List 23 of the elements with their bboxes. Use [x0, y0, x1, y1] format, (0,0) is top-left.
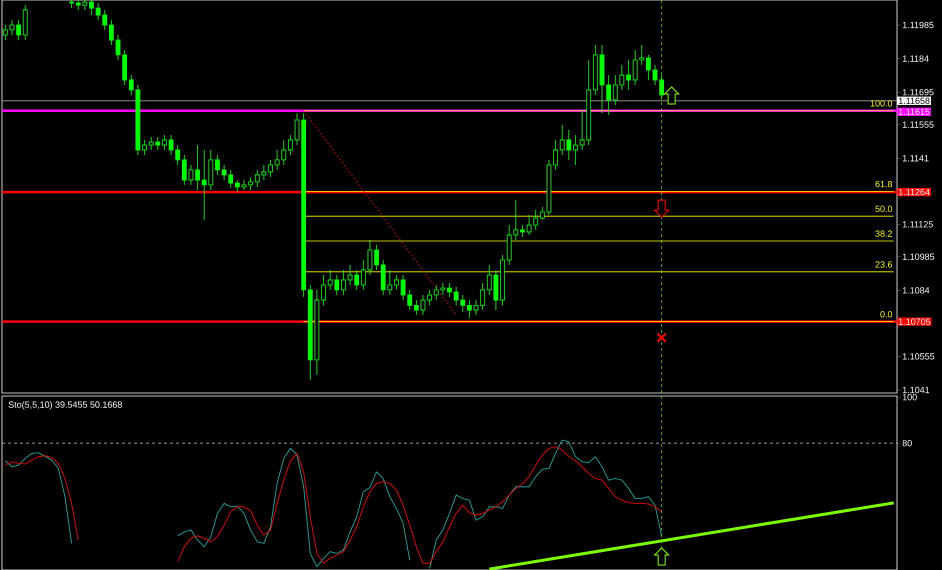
y-tick-label: 1.11695: [902, 89, 934, 96]
y-tick-label: 80: [902, 440, 912, 446]
ref-line-label: 1.11658: [898, 98, 930, 104]
y-tick-label: 1.10985: [902, 254, 934, 260]
y-tick-label: 1.1141: [902, 155, 929, 162]
series-label: 38.2: [875, 230, 892, 237]
y-tick-label: 1.11125: [902, 221, 933, 228]
y-tick-label: 1.1041: [902, 386, 930, 394]
ref-line-label: 1.11264: [898, 188, 930, 196]
y-tick-label: 1.1084: [902, 287, 930, 294]
series-label: 0.0: [880, 311, 892, 318]
text: Sto(5,5,10) 39.5455 50.1668: [8, 401, 122, 410]
ref-line-label: 1.10705: [898, 318, 930, 325]
y-tick-label: 1.10555: [902, 353, 934, 360]
y-tick-label: 1.11985: [902, 22, 934, 28]
y-tick-label: 1.11555: [902, 122, 934, 128]
ref-line-label: 1.11615: [898, 108, 930, 115]
y-tick-label: 1.1184: [902, 55, 929, 62]
series-label: 61.8: [876, 180, 892, 188]
series-label: 50.0: [875, 206, 892, 212]
series-label: 23.6: [876, 261, 892, 268]
y-tick-label: 100: [902, 394, 917, 400]
series-label: 100.0: [870, 100, 892, 107]
